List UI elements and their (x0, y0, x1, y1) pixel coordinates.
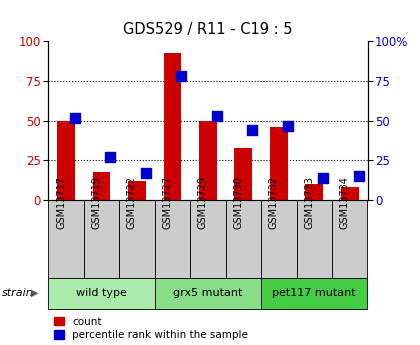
Bar (341, 187, 359, 200)
Point (71, 115, 78, 120)
Bar (48, 200, 84, 278)
Bar (155, 200, 190, 278)
Bar (163, 52, 181, 200)
Point (320, 175, 326, 181)
Text: GSM13719: GSM13719 (92, 176, 102, 229)
Bar (234, 148, 252, 200)
Bar (332, 200, 368, 278)
Point (355, 174, 362, 179)
Text: ▶: ▶ (31, 288, 38, 298)
Text: GSM13727: GSM13727 (163, 176, 173, 229)
Point (142, 170, 149, 176)
Text: GSM13717: GSM13717 (56, 176, 66, 229)
Text: GSM13733: GSM13733 (304, 176, 314, 229)
Bar (155, 278, 261, 309)
Bar (261, 200, 297, 278)
Point (107, 155, 114, 160)
Bar (190, 200, 226, 278)
Point (213, 113, 220, 119)
Point (284, 123, 291, 128)
Point (249, 128, 256, 133)
Text: strain: strain (2, 288, 34, 298)
Legend: count, percentile rank within the sample: count, percentile rank within the sample (53, 317, 248, 340)
Bar (199, 121, 217, 200)
Bar (305, 184, 323, 200)
Bar (270, 127, 288, 200)
Bar (128, 181, 146, 200)
Point (178, 73, 185, 79)
Text: GSM13732: GSM13732 (269, 176, 279, 229)
Text: grx5 mutant: grx5 mutant (173, 288, 243, 298)
Bar (297, 200, 332, 278)
Text: GSM13729: GSM13729 (198, 176, 208, 229)
Bar (119, 200, 155, 278)
Text: pet117 mutant: pet117 mutant (273, 288, 356, 298)
Bar (93, 171, 110, 200)
Bar (226, 200, 261, 278)
Text: wild type: wild type (76, 288, 127, 298)
Title: GDS529 / R11 - C19 : 5: GDS529 / R11 - C19 : 5 (123, 22, 293, 38)
Text: GSM13722: GSM13722 (127, 176, 137, 229)
Bar (48, 278, 155, 309)
Text: GSM13730: GSM13730 (234, 176, 243, 229)
Bar (261, 278, 368, 309)
Bar (57, 121, 75, 200)
Text: GSM13734: GSM13734 (340, 176, 350, 229)
Bar (84, 200, 119, 278)
